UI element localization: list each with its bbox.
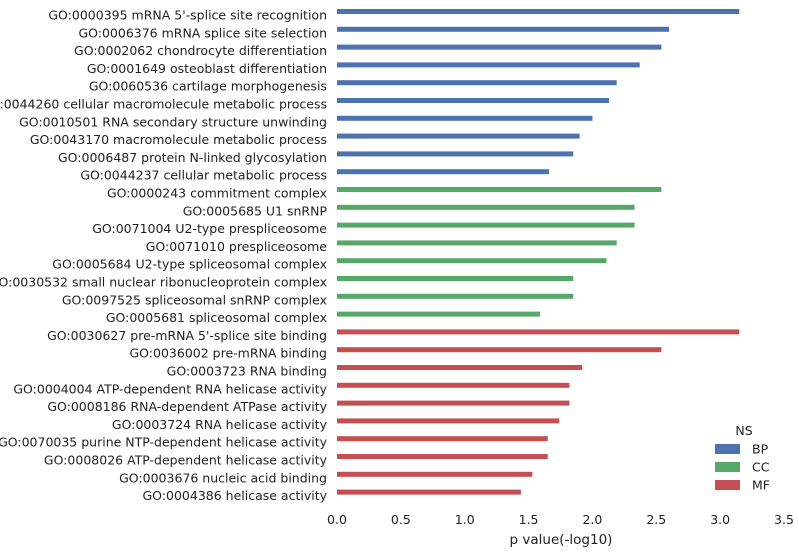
- x-tick-label: 2.0: [582, 512, 602, 527]
- category-label: GO:0043170 macromolecule metabolic proce…: [30, 132, 327, 147]
- category-label: GO:0006376 mRNA splice site selection: [78, 25, 327, 40]
- category-label: GO:0003724 RNA helicase activity: [112, 417, 328, 432]
- x-tick-label: 0.0: [327, 512, 347, 527]
- category-label: GO:0006487 protein N-linked glycosylatio…: [58, 150, 327, 165]
- bar-mf: [337, 418, 560, 424]
- legend-label-bp: BP: [752, 442, 769, 457]
- bar-mf: [337, 400, 570, 406]
- bars-group: [337, 9, 740, 495]
- category-label: GO:0030532 small nuclear ribonucleoprote…: [0, 275, 327, 290]
- bar-mf: [337, 365, 583, 370]
- legend-swatch-cc: [715, 462, 740, 472]
- bar-cc: [337, 222, 635, 228]
- category-label: GO:0010501 RNA secondary structure unwin…: [19, 114, 327, 129]
- x-tick-label: 1.0: [455, 512, 475, 527]
- category-label: GO:0060536 cartilage morphogenesis: [89, 79, 327, 94]
- bar-cc: [337, 204, 635, 210]
- category-label: GO:0008186 RNA-dependent ATPase activity: [47, 399, 327, 414]
- bar-mf: [337, 347, 662, 353]
- category-label: GO:0000395 mRNA 5'-splice site recogniti…: [48, 8, 327, 23]
- x-tick-label: 3.5: [774, 512, 794, 527]
- x-tick-label: 3.0: [710, 512, 730, 527]
- category-label: GO:0044260 cellular macromolecule metabo…: [0, 97, 327, 112]
- bar-mf: [337, 489, 521, 495]
- category-label: GO:0036002 pre-mRNA binding: [130, 346, 328, 361]
- bar-bp: [337, 98, 610, 103]
- category-label: GO:0001649 osteoblast differentiation: [87, 61, 327, 76]
- bar-mf: [337, 382, 570, 388]
- x-axis-title: p value(-log10): [510, 532, 613, 548]
- x-tick-labels-group: 0.0 0.5 1.0 1.5 2.0 2.5 3.0 3.5: [327, 512, 794, 527]
- category-label: GO:0005685 U1 snRNP: [183, 203, 328, 218]
- bar-mf: [337, 436, 548, 442]
- category-label: GO:0030627 pre-mRNA 5'-splice site bindi…: [47, 328, 327, 343]
- bar-bp: [337, 26, 670, 32]
- legend-title: NS: [735, 423, 752, 438]
- x-tick-label: 1.5: [519, 512, 539, 527]
- bar-bp: [337, 62, 640, 68]
- category-label: GO:0003676 nucleic acid binding: [119, 470, 327, 485]
- bar-cc: [337, 258, 607, 264]
- legend-label-cc: CC: [752, 460, 770, 475]
- category-label: GO:0071004 U2-type prespliceosome: [92, 221, 327, 236]
- bar-bp: [337, 44, 662, 50]
- bar-bp: [337, 9, 740, 14]
- bar-cc: [337, 293, 574, 299]
- legend-swatch-bp: [715, 444, 740, 454]
- legend-label-mf: MF: [752, 478, 770, 493]
- category-label: GO:0005684 U2-type spliceosomal complex: [52, 257, 327, 272]
- bar-cc: [337, 276, 574, 281]
- legend-swatch-mf: [715, 480, 740, 490]
- bar-mf: [337, 471, 533, 477]
- category-label: GO:0002062 chondrocyte differentiation: [74, 43, 327, 58]
- bar-bp: [337, 80, 617, 86]
- bar-bp: [337, 169, 550, 175]
- bar-bp: [337, 151, 574, 157]
- category-label: GO:0000243 commitment complex: [107, 186, 327, 201]
- category-label: GO:0005681 spliceosomal complex: [106, 310, 327, 325]
- bar-mf: [337, 329, 740, 335]
- legend-entries-group: BP CC MF: [715, 442, 770, 493]
- category-label: GO:0044237 cellular metabolic process: [80, 168, 327, 183]
- category-label: GO:0008026 ATP-dependent helicase activi…: [44, 453, 328, 468]
- bar-bp: [337, 133, 580, 139]
- bar-bp: [337, 115, 593, 121]
- category-label: GO:0003723 RNA binding: [167, 364, 327, 379]
- bar-cc: [337, 187, 662, 192]
- bar-mf: [337, 454, 548, 459]
- category-label: GO:0004386 helicase activity: [142, 488, 327, 503]
- x-tick-label: 0.5: [391, 512, 411, 527]
- category-label: GO:0071010 prespliceosome: [146, 239, 328, 254]
- x-tick-label: 2.5: [646, 512, 666, 527]
- bar-cc: [337, 240, 617, 246]
- category-labels-group: GO:0000395 mRNA 5'-splice site recogniti…: [0, 8, 328, 504]
- category-label: GO:0097525 spliceosomal snRNP complex: [62, 292, 327, 307]
- legend: NS BP CC MF: [715, 423, 770, 493]
- bar-cc: [337, 311, 541, 317]
- category-label: GO:0070035 purine NTP-dependent helicase…: [0, 435, 328, 450]
- category-label: GO:0004004 ATP-dependent RNA helicase ac…: [13, 381, 327, 396]
